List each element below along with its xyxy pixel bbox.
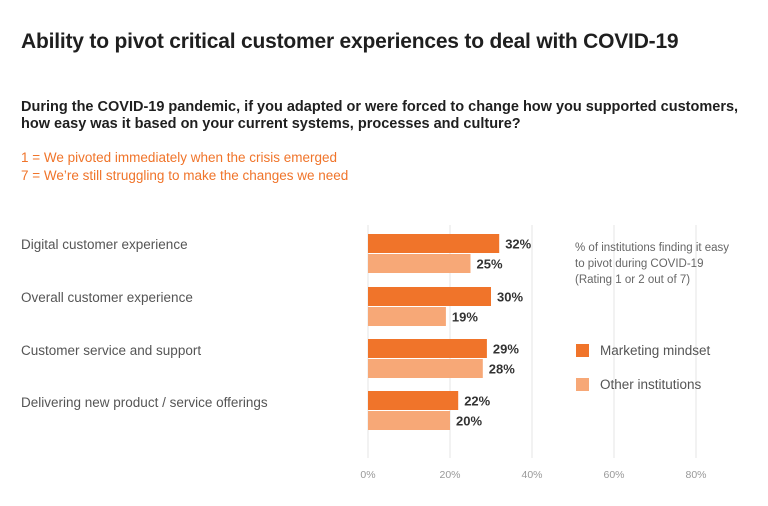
value-label-other-3: 20% [456, 414, 482, 429]
value-label-marketing-3: 22% [464, 394, 490, 409]
value-label-other-1: 19% [452, 310, 478, 325]
value-label-other-2: 28% [489, 362, 515, 377]
bar-other-3 [368, 411, 450, 430]
legend-marketing-mindset: Marketing mindset [576, 343, 710, 358]
x-tick-label-0: 0% [360, 469, 375, 481]
chart-note: % of institutions finding it easy to piv… [575, 242, 730, 286]
category-label-service: Customer service and support [21, 343, 202, 358]
legend-other-institutions: Other institutions [576, 377, 701, 392]
x-tick-label-60: 60% [603, 469, 624, 481]
bar-other-1 [368, 307, 446, 326]
category-label-offerings: Delivering new product / service offerin… [21, 395, 268, 410]
value-label-marketing-1: 30% [497, 290, 523, 305]
value-label-other-0: 25% [477, 257, 503, 272]
chart-title: Ability to pivot critical customer exper… [21, 30, 679, 53]
legend-label-other: Other institutions [600, 377, 702, 392]
legend-label-marketing: Marketing mindset [600, 343, 711, 358]
bar-other-2 [368, 359, 483, 378]
scale-definition-1: 1 = We pivoted immediately when the cris… [21, 150, 338, 165]
x-tick-label-80: 80% [685, 469, 706, 481]
bar-marketing-0 [368, 234, 500, 253]
survey-question: During the COVID-19 pandemic, if you ada… [21, 99, 739, 132]
category-label-digital: Digital customer experience [21, 237, 188, 252]
bar-other-0 [368, 254, 471, 273]
legend-swatch-marketing [576, 344, 589, 357]
bar-marketing-1 [368, 287, 491, 306]
x-tick-label-40: 40% [521, 469, 542, 481]
bar-marketing-3 [368, 391, 459, 410]
bar-marketing-2 [368, 339, 487, 358]
value-label-marketing-2: 29% [493, 342, 519, 357]
x-tick-label-20: 20% [439, 469, 460, 481]
scale-definition-7: 7 = We’re still struggling to make the c… [21, 168, 349, 183]
value-label-marketing-0: 32% [505, 237, 531, 252]
legend-swatch-other [576, 378, 589, 391]
category-label-overall: Overall customer experience [21, 290, 193, 305]
